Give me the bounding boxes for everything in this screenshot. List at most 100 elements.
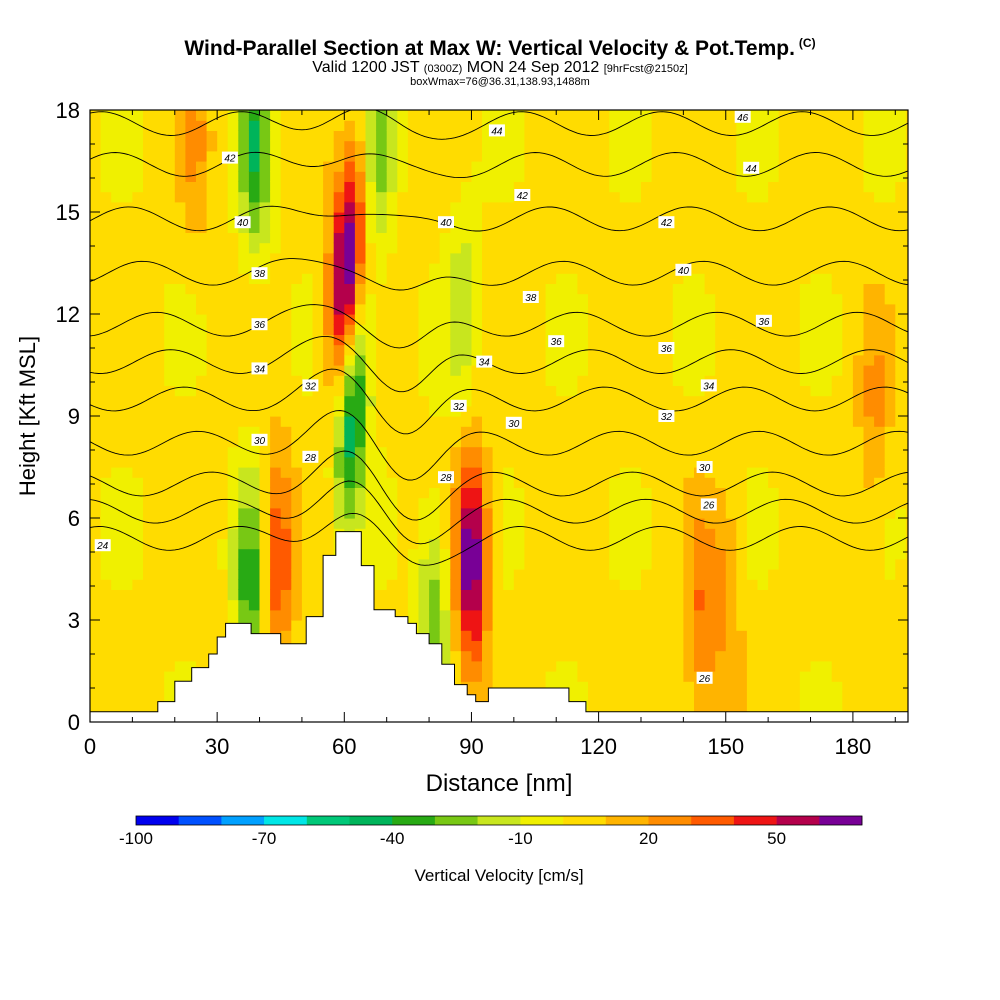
w-cell (153, 436, 165, 448)
w-cell (460, 375, 473, 386)
w-cell (217, 252, 229, 264)
w-cell (259, 558, 271, 570)
w-cell (482, 232, 494, 244)
w-cell (810, 191, 822, 203)
w-cell (651, 569, 663, 580)
w-cell (577, 640, 589, 652)
w-cell (365, 263, 377, 274)
w-cell (852, 436, 865, 448)
w-cell (715, 222, 727, 233)
w-cell (365, 477, 377, 488)
w-cell (503, 558, 515, 570)
w-cell (471, 579, 483, 590)
w-cell (407, 467, 420, 478)
w-cell (270, 201, 282, 213)
w-cell (704, 232, 716, 244)
colorbar-tick-label: -40 (380, 829, 405, 848)
y-tick-label: 9 (68, 404, 80, 429)
w-cell (736, 620, 748, 631)
w-cell (206, 609, 218, 621)
w-cell (704, 599, 716, 611)
w-cell (196, 640, 208, 652)
w-cell (863, 365, 875, 376)
w-cell (503, 436, 515, 448)
w-cell (248, 467, 261, 478)
w-cell (386, 201, 398, 213)
w-cell (376, 283, 388, 295)
w-cell (492, 630, 504, 641)
w-cell (725, 507, 737, 519)
w-cell (397, 171, 409, 182)
w-cell (280, 416, 292, 427)
w-cell (217, 487, 229, 499)
w-cell (725, 497, 737, 509)
w-cell (619, 395, 631, 407)
w-cell (280, 344, 292, 356)
w-cell (492, 518, 504, 529)
w-cell (598, 181, 610, 193)
w-cell (535, 140, 547, 152)
contour-label-bg (302, 379, 319, 392)
w-cell (757, 640, 769, 652)
w-cell (630, 283, 642, 295)
w-cell (471, 599, 483, 611)
w-cell (768, 252, 780, 264)
w-cell (778, 242, 790, 254)
w-cell (746, 324, 759, 335)
w-cell (715, 324, 727, 335)
w-cell (153, 548, 165, 560)
w-cell (524, 456, 536, 468)
w-cell (715, 446, 727, 458)
w-cell (778, 130, 790, 142)
w-cell (365, 446, 377, 458)
w-cell (683, 171, 695, 182)
w-cell (323, 303, 335, 315)
w-cell (301, 303, 314, 315)
w-cell (248, 232, 261, 244)
w-cell (651, 518, 663, 529)
w-cell (842, 334, 854, 346)
w-cell (619, 385, 631, 397)
w-cell (651, 589, 663, 601)
w-cell (238, 405, 250, 417)
w-cell (842, 283, 854, 295)
w-cell (630, 487, 642, 499)
w-cell (365, 558, 377, 570)
w-cell (227, 273, 239, 284)
w-cell (694, 201, 706, 213)
w-cell (386, 477, 398, 488)
w-cell (513, 110, 525, 121)
w-cell (429, 579, 441, 590)
w-cell (450, 671, 462, 682)
w-cell (704, 334, 716, 346)
w-cell (174, 212, 186, 223)
w-cell (217, 140, 229, 152)
w-cell (439, 456, 451, 468)
w-cell (895, 477, 907, 488)
w-cell (174, 507, 186, 519)
w-cell (852, 456, 865, 468)
w-cell (905, 538, 908, 550)
w-cell (196, 416, 208, 427)
w-cell (842, 212, 854, 223)
w-cell (344, 232, 356, 244)
w-cell (492, 324, 504, 335)
w-cell (143, 640, 155, 652)
w-cell (598, 599, 610, 611)
w-cell (630, 385, 642, 397)
w-cell (376, 507, 388, 519)
w-cell (715, 609, 727, 621)
w-cell (831, 242, 843, 254)
w-cell (852, 599, 865, 611)
w-cell (725, 385, 737, 397)
w-cell (291, 354, 303, 366)
w-cell (672, 385, 684, 397)
w-cell (799, 609, 812, 621)
w-cell (535, 375, 547, 386)
w-cell (874, 528, 886, 539)
w-cell (842, 354, 854, 366)
w-cell (905, 589, 908, 601)
w-cell (238, 242, 250, 254)
w-cell (354, 222, 367, 233)
w-cell (641, 701, 653, 713)
